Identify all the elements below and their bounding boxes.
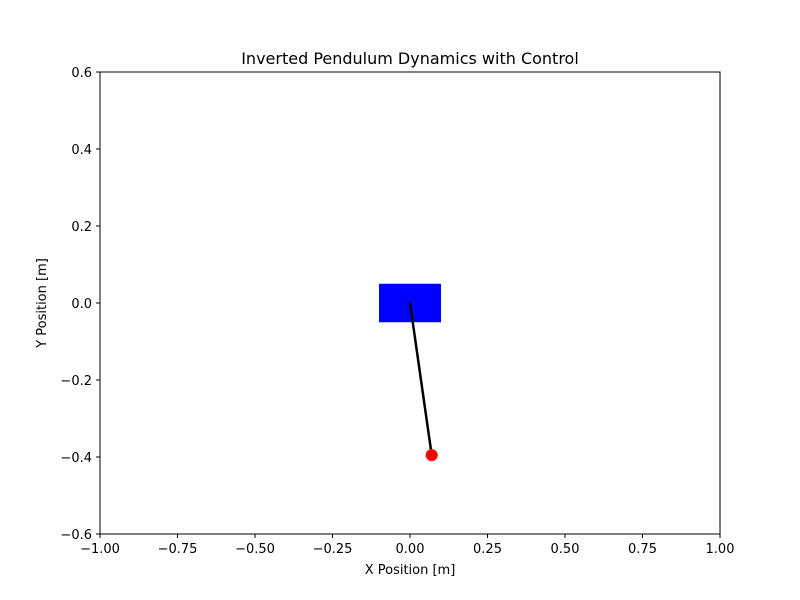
pendulum-bob bbox=[425, 449, 438, 462]
y-tick-label: 0.6 bbox=[71, 66, 92, 81]
x-tick-label: 0.25 bbox=[473, 542, 502, 557]
x-tick-label: −0.75 bbox=[158, 542, 198, 557]
x-tick-label: 0.00 bbox=[396, 542, 425, 557]
y-tick-label: 0.4 bbox=[71, 143, 92, 158]
x-axis-ticks: −1.00 −0.75 −0.50 −0.25 0.00 0.25 0.50 0.75 1.00 bbox=[80, 534, 734, 557]
axes-frame bbox=[99, 71, 721, 535]
x-tick-label: 0.50 bbox=[551, 542, 580, 557]
plot-area bbox=[379, 283, 441, 462]
x-tick-label: −0.25 bbox=[313, 542, 353, 557]
y-tick-label: −0.6 bbox=[60, 528, 92, 543]
y-axis-ticks: −0.6 −0.4 −0.2 0.0 0.2 0.4 0.6 bbox=[60, 66, 100, 543]
x-axis-label: X Position [m] bbox=[365, 563, 456, 578]
x-tick-label: −0.50 bbox=[235, 542, 275, 557]
y-tick-label: −0.4 bbox=[60, 451, 92, 466]
y-tick-label: −0.2 bbox=[60, 374, 92, 389]
pendulum-rod bbox=[408, 301, 433, 457]
x-tick-label: 1.00 bbox=[706, 542, 735, 557]
chart-title: Inverted Pendulum Dynamics with Control bbox=[241, 49, 579, 68]
x-tick-label: 0.75 bbox=[628, 542, 657, 557]
y-tick-label: 0.0 bbox=[71, 297, 92, 312]
y-axis-label: Y Position [m] bbox=[35, 258, 50, 349]
x-tick-label: −1.00 bbox=[80, 542, 120, 557]
y-tick-label: 0.2 bbox=[71, 220, 92, 235]
